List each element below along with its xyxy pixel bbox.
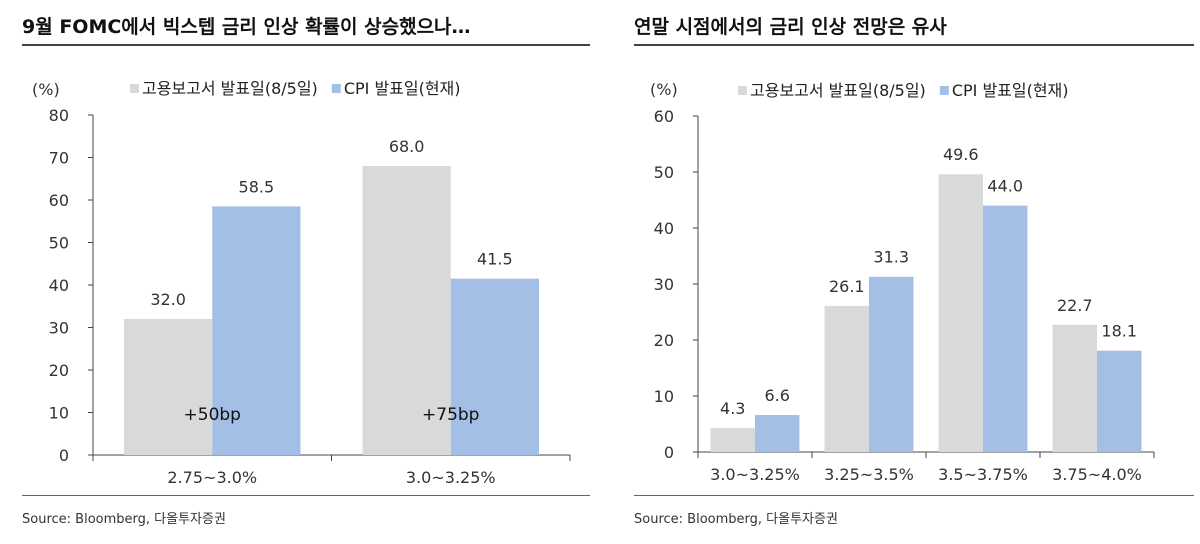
x-tick-label: 3.5~3.75% — [938, 465, 1028, 484]
footer-divider — [634, 495, 1194, 496]
data-label: 32.0 — [150, 290, 186, 309]
source-note: Source: Bloomberg, 다올투자증권 — [634, 512, 838, 527]
y-tick-label: 0 — [664, 443, 674, 462]
bar-annotation: +75bp — [422, 405, 479, 425]
bar-chart-right: 0 10 20 30 40 50 60 (%) 고용보고서 발표일(8/5일) CPI 발표일(현… — [650, 80, 1155, 484]
legend-swatch — [331, 84, 341, 93]
x-tick-label: 3.25~3.5% — [824, 465, 914, 484]
bar — [983, 205, 1028, 452]
y-tick-label: 50 — [49, 234, 69, 253]
bar — [938, 174, 983, 453]
y-tick-label: 50 — [654, 163, 674, 182]
bar-annotation: +50bp — [184, 405, 241, 425]
data-label: 58.5 — [239, 177, 275, 196]
y-tick-label: 40 — [49, 276, 69, 295]
y-axis-unit: (%) — [32, 80, 60, 99]
legend-swatch — [130, 84, 139, 93]
chart-title: 9월 FOMC에서 빅스텝 금리 인상 확률이 상승했으나… — [22, 16, 471, 38]
chart-title: 연말 시점에서의 금리 인상 전망은 유사 — [634, 16, 947, 38]
bar — [124, 319, 213, 455]
y-axis-unit: (%) — [650, 80, 678, 99]
bar — [755, 415, 800, 452]
title-divider — [634, 44, 1194, 46]
legend-swatch — [738, 86, 747, 95]
y-tick-label: 60 — [654, 107, 674, 126]
bar — [1052, 324, 1097, 452]
y-tick-label: 20 — [49, 361, 69, 380]
y-tick-label: 60 — [49, 191, 69, 210]
legend-swatch — [939, 86, 949, 95]
y-tick-label: 10 — [49, 404, 69, 423]
y-tick-label: 40 — [654, 219, 674, 238]
bar — [869, 276, 914, 452]
legend-label: CPI 발표일(현재) — [344, 79, 461, 98]
y-tick-label: 30 — [49, 319, 69, 338]
bar — [824, 305, 869, 452]
legend-label: CPI 발표일(현재) — [952, 81, 1069, 100]
x-tick-label: 3.0~3.25% — [710, 465, 800, 484]
data-label: 6.6 — [765, 386, 790, 405]
bar — [710, 427, 755, 452]
x-tick-label: 3.75~4.0% — [1052, 465, 1142, 484]
x-tick-label: 2.75~3.0% — [167, 468, 257, 487]
bar — [450, 278, 539, 455]
legend-label: 고용보고서 발표일(8/5일) — [142, 79, 318, 98]
chart-panel-right: 연말 시점에서의 금리 인상 전망은 유사 0 10 20 30 40 50 60 (%) 고용… — [620, 0, 1200, 544]
data-label: 68.0 — [389, 137, 425, 156]
data-label: 26.1 — [829, 277, 865, 296]
y-tick-label: 10 — [654, 387, 674, 406]
data-label: 49.6 — [943, 145, 979, 164]
bar-chart-left: 0 10 20 30 40 50 60 70 80 (%) 고용보고서 발표일(8/5일) CPI 발… — [32, 79, 571, 487]
data-label: 31.3 — [873, 248, 909, 267]
data-label: 4.3 — [720, 399, 745, 418]
legend-label: 고용보고서 발표일(8/5일) — [750, 81, 926, 100]
bar — [212, 206, 301, 455]
y-tick-label: 0 — [59, 446, 69, 465]
title-divider — [22, 44, 590, 46]
chart-panel-left: 9월 FOMC에서 빅스텝 금리 인상 확률이 상승했으나… 0 10 20 30 40… — [22, 16, 590, 527]
x-tick-label: 3.0~3.25% — [406, 468, 496, 487]
bar — [362, 166, 451, 455]
y-tick-label: 80 — [49, 106, 69, 125]
source-note: Source: Bloomberg, 다올투자증권 — [22, 512, 226, 527]
y-tick-label: 70 — [49, 149, 69, 168]
data-label: 41.5 — [477, 250, 513, 269]
y-tick-label: 30 — [654, 275, 674, 294]
data-label: 22.7 — [1057, 296, 1093, 315]
bar — [1097, 350, 1142, 452]
data-label: 18.1 — [1101, 322, 1137, 341]
y-tick-label: 20 — [654, 331, 674, 350]
footer-divider — [22, 495, 590, 496]
data-label: 44.0 — [987, 177, 1023, 196]
